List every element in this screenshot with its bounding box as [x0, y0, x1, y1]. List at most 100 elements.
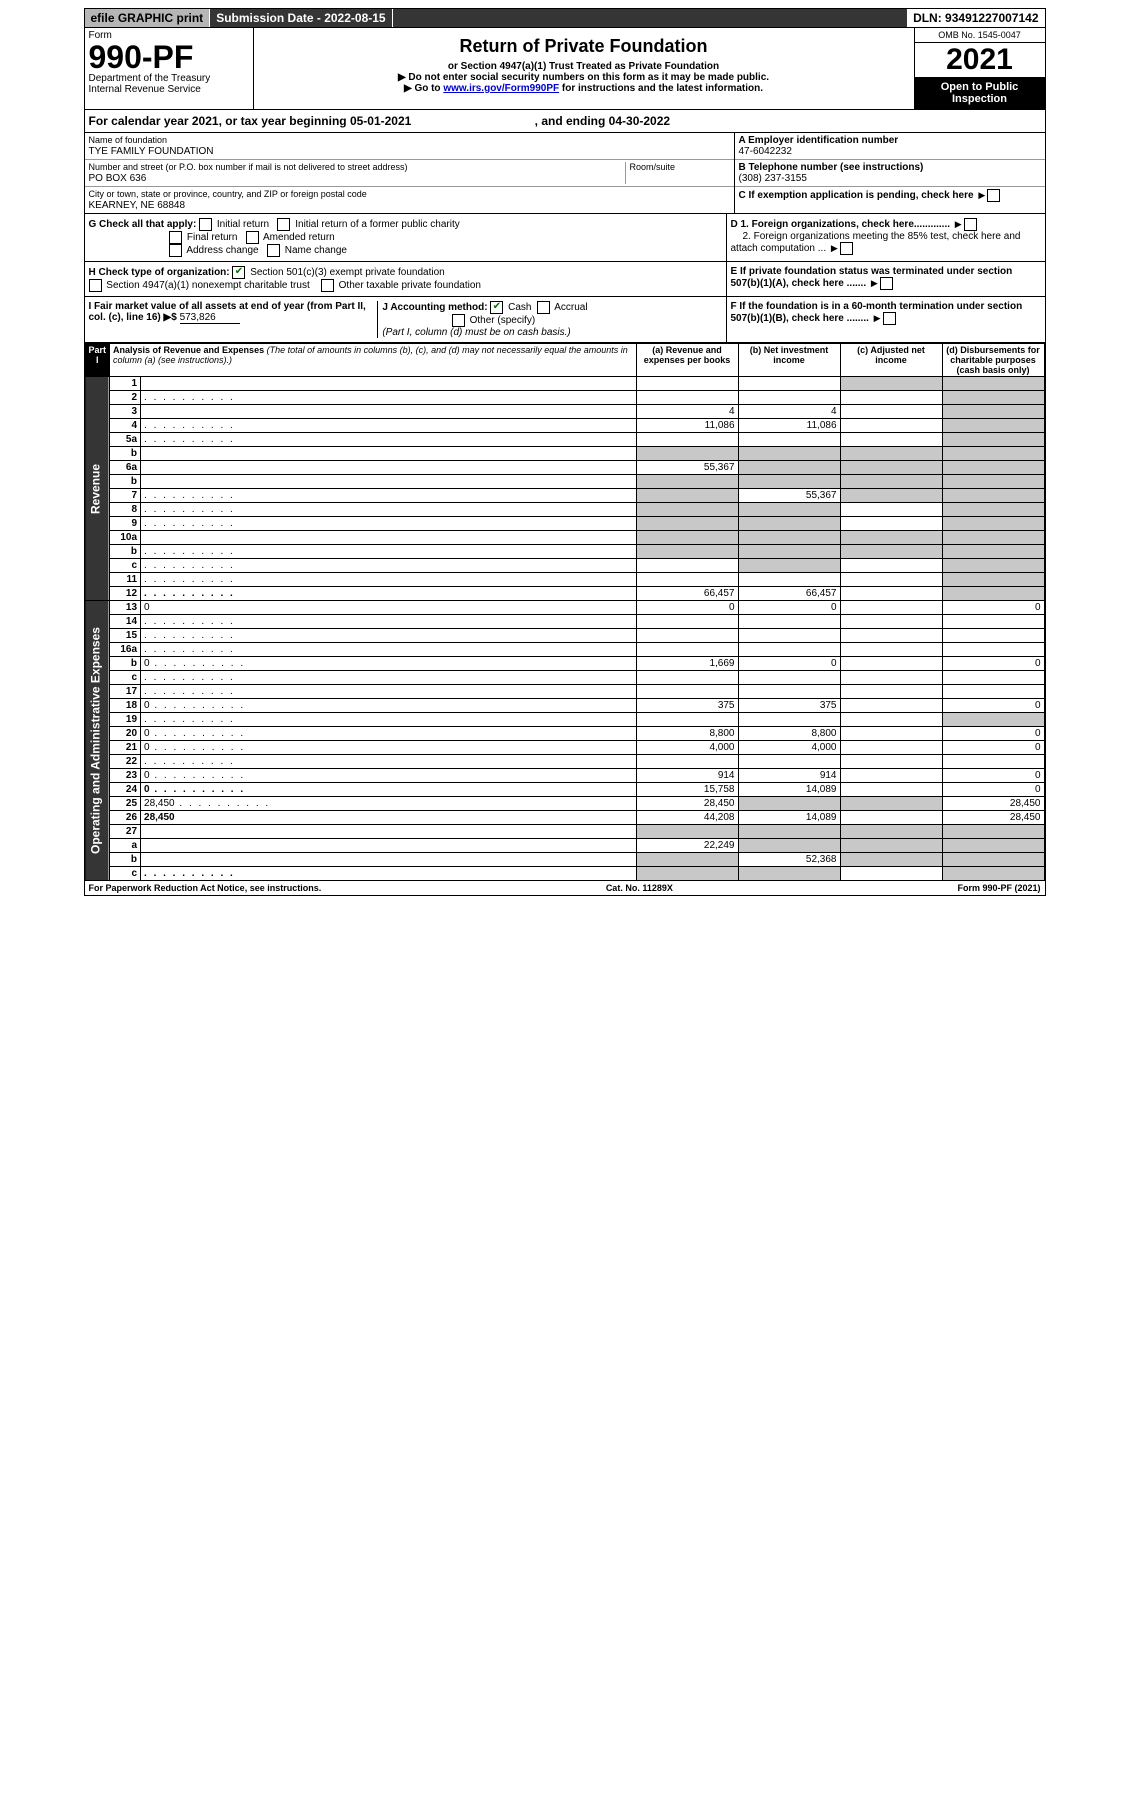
top-bar: efile GRAPHIC print Submission Date - 20…: [85, 9, 1045, 28]
table-row: 16a: [85, 643, 1044, 657]
table-row: b: [85, 475, 1044, 489]
row-desc: [141, 503, 636, 517]
table-row: 2628,45044,20814,08928,450: [85, 811, 1044, 825]
g-initial-checkbox[interactable]: [199, 218, 212, 231]
g-amended-checkbox[interactable]: [246, 231, 259, 244]
table-row: 411,08611,086: [85, 419, 1044, 433]
cell-c: [840, 741, 942, 755]
cell-b: [738, 671, 840, 685]
g-final-checkbox[interactable]: [169, 231, 182, 244]
row-desc: [141, 517, 636, 531]
cell-a: [636, 531, 738, 545]
row-number: 1: [110, 377, 141, 391]
cell-a: 914: [636, 769, 738, 783]
col-d-header: (d) Disbursements for charitable purpose…: [942, 344, 1044, 377]
row-desc: 28,450: [141, 797, 636, 811]
city-label: City or town, state or province, country…: [89, 189, 367, 199]
cell-a: [636, 867, 738, 881]
irs-link[interactable]: www.irs.gov/Form990PF: [443, 83, 559, 94]
cell-d: [942, 475, 1044, 489]
efile-label: efile GRAPHIC print: [85, 9, 210, 27]
row-desc: [141, 713, 636, 727]
table-row: 2104,0004,0000: [85, 741, 1044, 755]
table-row: 10a: [85, 531, 1044, 545]
row-desc: [141, 685, 636, 699]
table-row: Revenue1: [85, 377, 1044, 391]
cell-a: [636, 545, 738, 559]
cell-d: [942, 503, 1044, 517]
c-checkbox[interactable]: [987, 189, 1000, 202]
cell-d: [942, 755, 1044, 769]
row-number: b: [110, 447, 141, 461]
table-row: 15: [85, 629, 1044, 643]
cell-b: [738, 839, 840, 853]
row-number: 3: [110, 405, 141, 419]
row-desc: [141, 643, 636, 657]
form-header: Form 990-PF Department of the Treasury I…: [85, 28, 1045, 110]
city-state-zip: KEARNEY, NE 68848: [89, 200, 186, 211]
h-other-checkbox[interactable]: [321, 279, 334, 292]
table-row: a22,249: [85, 839, 1044, 853]
cell-d: [942, 629, 1044, 643]
j-accrual-checkbox[interactable]: [537, 301, 550, 314]
table-row: 24015,75814,0890: [85, 783, 1044, 797]
foundation-name: TYE FAMILY FOUNDATION: [89, 146, 214, 157]
h-4947-checkbox[interactable]: [89, 279, 102, 292]
revenue-side-label: Revenue: [85, 377, 110, 601]
row-desc: [141, 405, 636, 419]
cell-d: [942, 685, 1044, 699]
cell-d: 0: [942, 657, 1044, 671]
table-row: b01,66900: [85, 657, 1044, 671]
table-row: c: [85, 671, 1044, 685]
col-c-header: (c) Adjusted net income: [840, 344, 942, 377]
row-number: 4: [110, 419, 141, 433]
g-name-checkbox[interactable]: [267, 244, 280, 257]
table-row: 1266,45766,457: [85, 587, 1044, 601]
cell-b: 14,089: [738, 811, 840, 825]
cell-a: 15,758: [636, 783, 738, 797]
table-row: 17: [85, 685, 1044, 699]
phone-value: (308) 237-3155: [739, 173, 807, 184]
c-label: C If exemption application is pending, c…: [739, 190, 974, 201]
cell-d: [942, 531, 1044, 545]
calendar-year-line: For calendar year 2021, or tax year begi…: [85, 110, 1045, 133]
row-desc: 0: [141, 727, 636, 741]
ein-label: A Employer identification number: [739, 135, 899, 146]
cell-c: [840, 433, 942, 447]
cell-d: 0: [942, 601, 1044, 615]
phone-label: B Telephone number (see instructions): [739, 162, 924, 173]
cell-d: [942, 447, 1044, 461]
g-address-checkbox[interactable]: [169, 244, 182, 257]
footer-mid: Cat. No. 11289X: [606, 883, 673, 893]
table-row: 2: [85, 391, 1044, 405]
table-row: 27: [85, 825, 1044, 839]
omb-number: OMB No. 1545-0047: [915, 28, 1045, 43]
cell-a: [636, 825, 738, 839]
cell-a: [636, 433, 738, 447]
cell-b: [738, 461, 840, 475]
cell-d: 0: [942, 699, 1044, 713]
d2-checkbox[interactable]: [840, 242, 853, 255]
cell-b: 4,000: [738, 741, 840, 755]
cell-c: [840, 713, 942, 727]
cell-b: [738, 797, 840, 811]
cell-b: [738, 377, 840, 391]
warning-line: ▶ Do not enter social security numbers o…: [258, 72, 910, 83]
j-other-checkbox[interactable]: [452, 314, 465, 327]
cell-d: 0: [942, 727, 1044, 741]
h-501c3-checkbox[interactable]: [232, 266, 245, 279]
e-checkbox[interactable]: [880, 277, 893, 290]
f-checkbox[interactable]: [883, 312, 896, 325]
j-cash-checkbox[interactable]: [490, 301, 503, 314]
row-number: 5a: [110, 433, 141, 447]
row-desc: [141, 377, 636, 391]
table-row: 5a: [85, 433, 1044, 447]
row-number: 24: [110, 783, 141, 797]
d1-checkbox[interactable]: [964, 218, 977, 231]
cell-b: 4: [738, 405, 840, 419]
cell-c: [840, 545, 942, 559]
section-g: G Check all that apply: Initial return I…: [85, 214, 1045, 262]
g-initial-former-checkbox[interactable]: [277, 218, 290, 231]
cell-a: 0: [636, 601, 738, 615]
row-number: 6a: [110, 461, 141, 475]
